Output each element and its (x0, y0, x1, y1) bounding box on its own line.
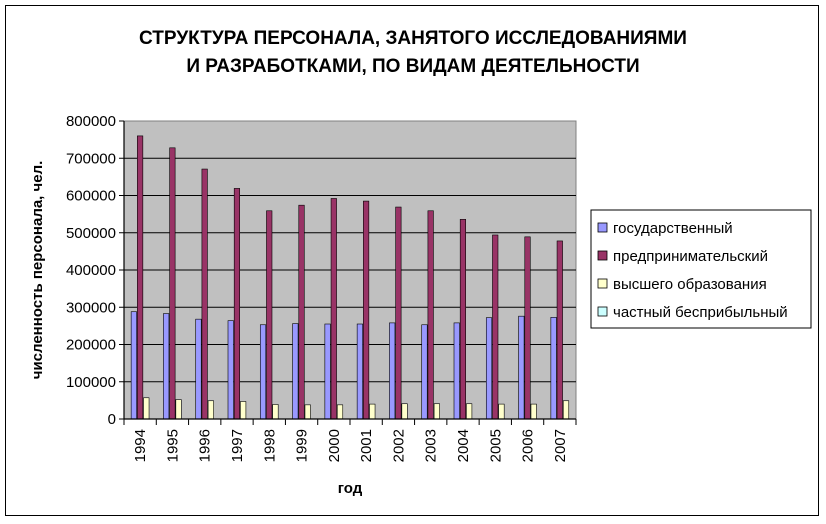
x-tick-label: 1998 (261, 429, 278, 462)
bar-государственный-1996 (195, 318, 202, 420)
legend-swatch (597, 306, 608, 317)
bar-предпринимательский-1998 (266, 210, 273, 420)
bar-высшего-образования-2003 (433, 403, 440, 420)
y-tick-label: 100000 (66, 374, 116, 391)
bar-предпринимательский-2003 (427, 210, 434, 420)
bar-предпринимательский-1996 (201, 168, 208, 420)
y-tick-label: 800000 (66, 113, 116, 130)
legend-items: государственный предпринимательский высшег… (597, 220, 788, 321)
legend: государственный предпринимательский высшег… (590, 209, 812, 329)
bar-государственный-1995 (163, 313, 170, 420)
x-tick-label: 2003 (423, 429, 440, 462)
bar-государственный-2006 (518, 315, 525, 420)
legend-swatch (597, 278, 608, 289)
bar-предпринимательский-1994 (137, 135, 144, 420)
legend-label: высшего образования (613, 276, 767, 293)
bar-государственный-1994 (130, 311, 137, 420)
x-tick-label: 2000 (326, 429, 343, 462)
bar-высшего-образования-2002 (401, 403, 408, 420)
y-axis-title: численность персонала, чел. (29, 161, 46, 380)
bar-предпринимательский-1997 (233, 188, 240, 420)
bar-предпринимательский-2001 (363, 200, 370, 420)
x-tick-label: 1995 (164, 429, 181, 462)
bar-государственный-2002 (389, 322, 396, 420)
x-tick-label: 2006 (520, 429, 537, 462)
x-tick-label: 1996 (197, 429, 214, 462)
chart-title-line-1: СТРУКТУРА ПЕРСОНАЛА, ЗАНЯТОГО ИССЛЕДОВАН… (139, 28, 687, 49)
x-tick-labels: 1994 1995 1996 1997 1998 1999 2000 2001 2002 2003… (132, 429, 569, 462)
bar-предпринимательский-2000 (330, 198, 337, 420)
x-tick-label: 2001 (358, 429, 375, 462)
bar-предпринимательский-1999 (298, 204, 305, 420)
y-tick-label: 0 (108, 411, 116, 428)
legend-label: предпринимательский (613, 248, 768, 265)
y-tick-labels: 0 100000 200000 300000 400000 500000 600000 700… (66, 113, 116, 428)
chart-title-line-2: И РАЗРАБОТКАМИ, ПО ВИДАМ ДЕЯТЕЛЬНОСТИ (186, 56, 639, 77)
bar-государственный-2004 (453, 322, 460, 420)
legend-label: государственный (613, 220, 733, 237)
bar-предпринимательский-2005 (492, 234, 499, 420)
x-tick-label: 2005 (487, 429, 504, 462)
bar-высшего-образования-1995 (175, 399, 182, 420)
bar-предпринимательский-2007 (556, 240, 563, 420)
axes (119, 120, 577, 425)
bar-государственный-1998 (259, 324, 267, 420)
y-tick-label: 700000 (66, 150, 116, 167)
chart-frame: СТРУКТУРА ПЕРСОНАЛА, ЗАНЯТОГО ИССЛЕДОВАН… (5, 5, 819, 516)
bar-высшего-образования-1998 (272, 404, 279, 420)
legend-label: частный бесприбыльный (613, 304, 788, 321)
bar-высшего-образования-2000 (336, 404, 344, 420)
y-tick-label: 600000 (66, 188, 116, 205)
x-tick-label: 1997 (229, 429, 246, 462)
legend-swatch (597, 222, 608, 233)
x-axis-title: год (338, 480, 363, 497)
x-tick-label: 1994 (132, 429, 149, 462)
bar-высшего-образования-1996 (207, 400, 214, 420)
x-tick-label: 2007 (552, 429, 569, 462)
bar-высшего-образования-1997 (240, 401, 247, 420)
x-tick-label: 2004 (455, 429, 472, 462)
bar-государственный-2005 (485, 317, 493, 420)
y-tick-label: 200000 (66, 337, 116, 354)
y-tick-label: 300000 (66, 299, 116, 316)
bar-государственный-2000 (324, 323, 331, 420)
y-tick-label: 400000 (66, 262, 116, 279)
bar-государственный-1999 (292, 323, 299, 420)
bar-высшего-образования-1994 (143, 397, 150, 420)
bar-предпринимательский-2006 (524, 236, 531, 420)
bar-высшего-образования-2001 (369, 403, 376, 420)
y-tick-label: 500000 (66, 225, 116, 242)
legend-swatch (597, 250, 608, 261)
bar-высшего-образования-2007 (562, 400, 570, 420)
bar-предпринимательский-2004 (459, 219, 467, 420)
bar-предпринимательский-2002 (395, 206, 402, 420)
chart-svg: СТРУКТУРА ПЕРСОНАЛА, ЗАНЯТОГО ИССЛЕДОВАН… (29, 28, 812, 497)
bar-предпринимательский-1995 (169, 147, 176, 420)
bar-государственный-2003 (421, 324, 428, 420)
bar-высшего-образования-1999 (304, 404, 311, 420)
bar-высшего-образования-2005 (498, 403, 505, 420)
legend-box (590, 209, 812, 329)
x-tick-label: 2002 (390, 429, 407, 462)
bar-государственный-2001 (356, 323, 363, 420)
bar-высшего-образования-2004 (466, 403, 473, 420)
bar-государственный-2007 (550, 317, 557, 420)
bar-высшего-образования-2006 (530, 403, 537, 420)
x-tick-label: 1999 (294, 429, 311, 462)
bar-государственный-1997 (227, 320, 234, 420)
